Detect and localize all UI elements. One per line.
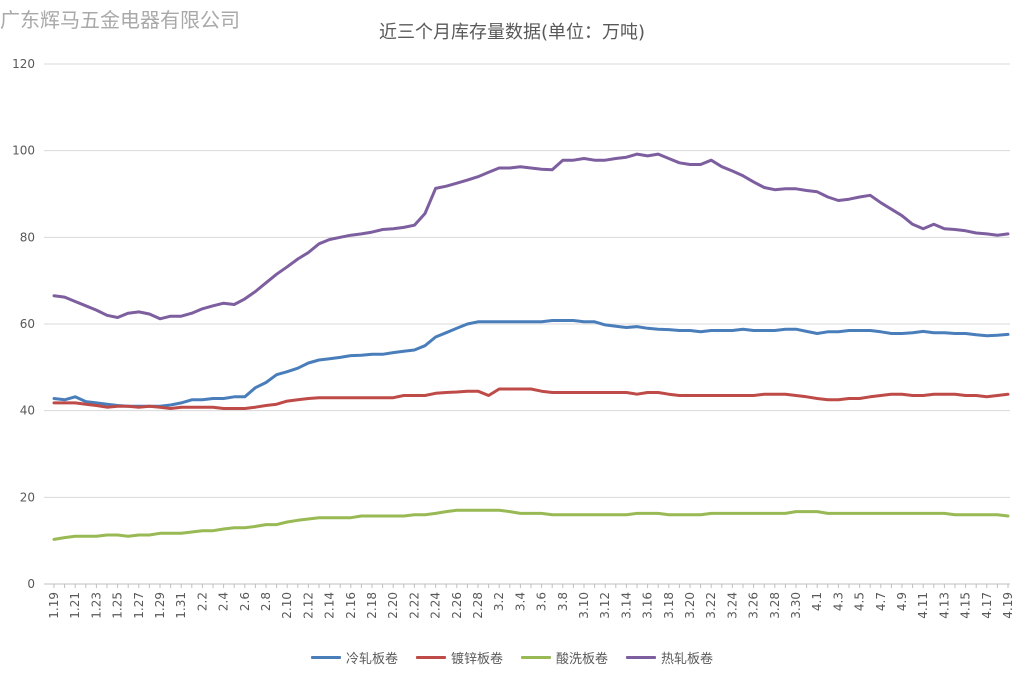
y-tick-label: 40 — [20, 404, 35, 418]
legend-label: 热轧板卷 — [661, 652, 714, 667]
x-tick-label: 3.28 — [768, 592, 782, 619]
y-tick-label: 60 — [20, 317, 35, 331]
x-tick-label: 2.2 — [195, 592, 209, 611]
series-line-3 — [52, 508, 1010, 541]
x-tick-label: 2.26 — [450, 592, 464, 619]
x-tick-label: 3.6 — [535, 592, 549, 611]
x-tick-label: 3.2 — [492, 592, 506, 611]
x-tick-label: 2.28 — [471, 592, 485, 619]
x-tick-label: 3.12 — [598, 592, 612, 619]
x-tick-label: 2.20 — [386, 592, 400, 619]
y-tick-label: 100 — [12, 144, 35, 158]
legend-label: 镀锌板卷 — [450, 652, 503, 667]
x-tick-label: 3.22 — [704, 592, 718, 619]
x-tick-label: 4.11 — [916, 592, 930, 619]
x-tick-label: 4.1 — [810, 592, 824, 611]
x-tick-label: 3.26 — [747, 592, 761, 619]
x-tick-label: 3.18 — [662, 592, 676, 619]
legend-swatch — [310, 656, 341, 659]
legend-label: 冷轧板卷 — [345, 652, 398, 667]
x-tick-label: 4.7 — [874, 592, 888, 611]
legend-item: 冷轧板卷 — [310, 648, 398, 667]
x-tick-label: 1.25 — [111, 592, 125, 619]
x-tick-label: 2.4 — [217, 592, 231, 611]
line-chart: 0 20 40 60 80 100 120 1.19 1.21 1.23 1.25 1.27 1.29 1… — [12, 57, 1015, 619]
x-tick-label: 1.31 — [174, 592, 188, 619]
y-tick-label: 0 — [27, 577, 35, 591]
chart-legend: 冷轧板卷 镀锌板卷 酸洗板卷 热轧板卷 — [0, 648, 1024, 667]
x-tick-label: 3.30 — [789, 592, 803, 619]
x-tick-label: 2.8 — [259, 592, 273, 611]
y-tick-label: 80 — [20, 230, 35, 244]
x-tick-label: 2.10 — [280, 592, 294, 619]
legend-swatch — [521, 656, 551, 659]
x-tick-label: 2.14 — [323, 592, 337, 619]
x-tick-label: 1.27 — [132, 592, 146, 619]
series-line-1 — [52, 319, 1010, 408]
x-tick-label: 3.16 — [641, 592, 655, 619]
x-tick-label: 4.5 — [853, 592, 867, 611]
company-watermark: 广东辉马五金电器有限公司 — [0, 8, 240, 32]
x-tick-label: 3.14 — [619, 592, 633, 619]
x-tick-label: 3.10 — [577, 592, 591, 619]
x-tick-label: 4.9 — [895, 592, 909, 611]
x-tick-label: 1.29 — [153, 592, 167, 619]
chart-title: 近三个月库存量数据(单位：万吨) — [378, 22, 646, 43]
x-tick-label: 2.16 — [344, 592, 358, 619]
x-tick-label: 4.13 — [937, 592, 951, 619]
x-tick-label: 1.21 — [68, 592, 82, 619]
x-tick-label: 2.24 — [429, 592, 443, 619]
x-tick-label: 4.3 — [831, 592, 845, 611]
x-tick-label: 3.8 — [556, 592, 570, 611]
legend-swatch — [415, 656, 446, 659]
x-tick-label: 4.15 — [959, 592, 973, 619]
x-tick-label: 3.20 — [683, 592, 697, 619]
y-tick-label: 120 — [12, 57, 35, 71]
legend-label: 酸洗板卷 — [556, 652, 609, 667]
x-tick-label: 2.22 — [407, 592, 421, 619]
x-tick-label: 4.19 — [1001, 592, 1015, 619]
x-tick-label: 4.17 — [980, 592, 994, 619]
x-tick-label: 2.6 — [238, 592, 252, 611]
legend-item: 热轧板卷 — [626, 648, 713, 667]
x-tick-label: 2.18 — [365, 592, 379, 619]
legend-item: 镀锌板卷 — [415, 648, 503, 667]
x-tick-label: 1.19 — [47, 592, 61, 619]
legend-swatch — [626, 656, 657, 659]
x-tick-label: 1.23 — [89, 592, 103, 619]
series-line-4 — [52, 152, 1010, 321]
x-tick-label: 3.4 — [513, 592, 527, 611]
y-tick-label: 20 — [20, 490, 35, 504]
x-tick-label: 2.12 — [301, 592, 315, 619]
legend-item: 酸洗板卷 — [521, 648, 608, 667]
x-tick-label: 3.24 — [725, 592, 739, 619]
